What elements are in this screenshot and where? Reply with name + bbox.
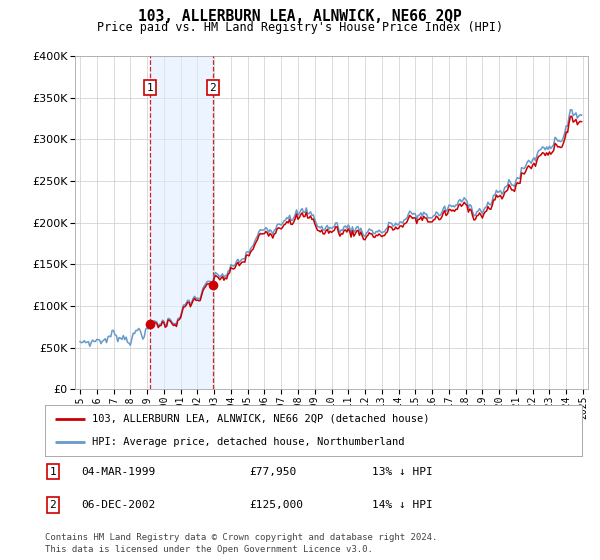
Text: £125,000: £125,000 — [249, 500, 303, 510]
Text: 14% ↓ HPI: 14% ↓ HPI — [372, 500, 433, 510]
Text: 103, ALLERBURN LEA, ALNWICK, NE66 2QP (detached house): 103, ALLERBURN LEA, ALNWICK, NE66 2QP (d… — [92, 414, 430, 424]
Text: £77,950: £77,950 — [249, 466, 296, 477]
Text: This data is licensed under the Open Government Licence v3.0.: This data is licensed under the Open Gov… — [45, 545, 373, 554]
Text: Price paid vs. HM Land Registry's House Price Index (HPI): Price paid vs. HM Land Registry's House … — [97, 21, 503, 34]
Text: 04-MAR-1999: 04-MAR-1999 — [81, 466, 155, 477]
Text: 103, ALLERBURN LEA, ALNWICK, NE66 2QP: 103, ALLERBURN LEA, ALNWICK, NE66 2QP — [138, 9, 462, 24]
Text: 1: 1 — [146, 83, 153, 92]
Bar — [150, 56, 213, 389]
Text: 06-DEC-2002: 06-DEC-2002 — [81, 500, 155, 510]
Text: 2: 2 — [49, 500, 56, 510]
Text: 13% ↓ HPI: 13% ↓ HPI — [372, 466, 433, 477]
Text: HPI: Average price, detached house, Northumberland: HPI: Average price, detached house, Nort… — [92, 437, 405, 447]
Text: 2: 2 — [209, 83, 216, 92]
Text: Contains HM Land Registry data © Crown copyright and database right 2024.: Contains HM Land Registry data © Crown c… — [45, 533, 437, 542]
Text: 1: 1 — [49, 466, 56, 477]
